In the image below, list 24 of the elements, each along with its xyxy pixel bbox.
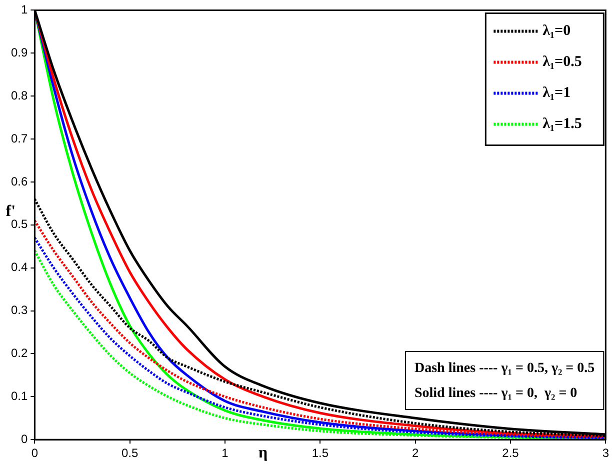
y-tick-label: 0.1	[10, 388, 28, 403]
y-tick-label: 0	[20, 432, 28, 446]
y-tick-label: 0.7	[10, 131, 28, 146]
y-tick-label: 0.3	[10, 303, 28, 318]
y-tick-label: 0.9	[10, 45, 28, 60]
x-tick-label: 2	[412, 446, 419, 460]
annotation: Solid lines ---- γ₁ = 0, γ₂ = 0	[414, 386, 578, 402]
y-tick-label: 0.2	[10, 346, 28, 360]
x-tick-label: 3	[602, 446, 610, 460]
x-tick-label: 1.5	[312, 446, 329, 460]
y-tick-label: 1	[20, 2, 28, 17]
x-tick-label: 1	[222, 446, 229, 460]
y-tick-label: 0.6	[10, 174, 28, 188]
legend-label: λ₁=1.5	[542, 116, 582, 132]
legend-label: λ₁=0.5	[542, 54, 582, 70]
annotation: Dash lines ---- γ₁ = 0.5, γ₂ = 0.5	[414, 361, 595, 376]
x-axis-title: η	[258, 444, 268, 462]
x-tick-label: 2.5	[502, 446, 520, 460]
y-tick-label: 0.8	[10, 88, 28, 102]
legend-label: λ₁=0	[542, 23, 571, 40]
y-tick-label: 0.4	[10, 260, 28, 274]
legend-label: λ₁=1	[542, 85, 571, 102]
x-tick-label: 0	[31, 446, 38, 460]
x-tick-label: 0.5	[122, 446, 139, 460]
